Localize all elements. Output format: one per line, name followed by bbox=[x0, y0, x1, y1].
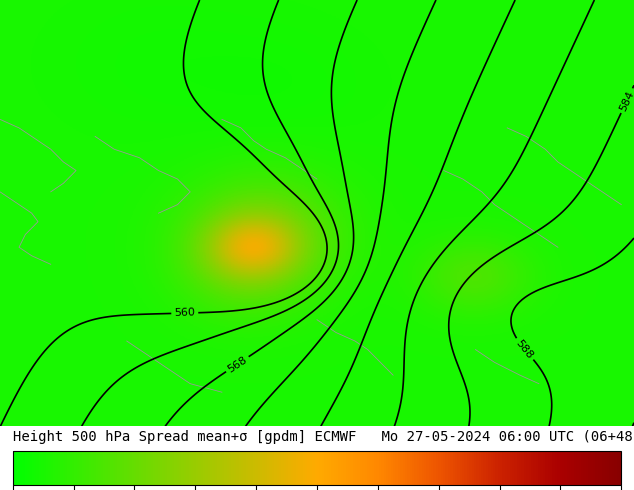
Text: 560: 560 bbox=[174, 308, 195, 319]
Text: 588: 588 bbox=[514, 338, 535, 361]
Text: Height 500 hPa Spread mean+σ [gpdm] ECMWF   Mo 27-05-2024 06:00 UTC (06+48): Height 500 hPa Spread mean+σ [gpdm] ECMW… bbox=[13, 430, 634, 444]
Text: 584: 584 bbox=[618, 89, 634, 112]
Text: 568: 568 bbox=[226, 354, 249, 374]
